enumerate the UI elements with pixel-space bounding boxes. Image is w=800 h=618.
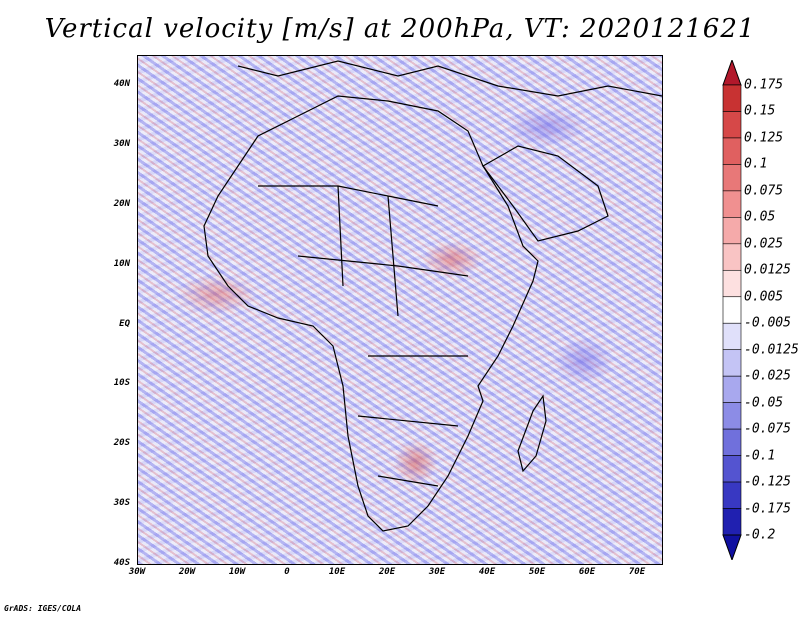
colorbar-tick-label: 0.1 <box>744 156 768 172</box>
colorbar-swatch <box>722 84 742 112</box>
colorbar-swatch <box>722 322 742 351</box>
page-title: Vertical velocity [m/s] at 200hPa, VT: 2… <box>44 14 756 44</box>
colorbar-swatch <box>722 296 742 324</box>
colorbar-tick-label: 0.15 <box>744 103 776 119</box>
colorbar-swatch <box>722 375 742 403</box>
colorbar-tick-label: 0.005 <box>744 289 784 305</box>
footer-credit: GrADS: IGES/COLA <box>4 604 82 613</box>
colorbar-bottom-arrow <box>722 534 742 560</box>
colorbar-tick-label: -0.2 <box>744 527 776 543</box>
map-plot-area <box>137 55 663 565</box>
colorbar-tick-label: 0.075 <box>744 183 784 199</box>
colorbar-tick-label: 0.025 <box>744 236 784 252</box>
lat-label: 40S <box>113 558 130 568</box>
colorbar-tick-label: -0.175 <box>744 501 791 517</box>
lon-label: 30E <box>428 567 446 577</box>
lon-label: 70E <box>628 567 646 577</box>
lon-label: 10E <box>328 567 346 577</box>
colorbar-swatch <box>722 402 742 430</box>
colorbar-swatch <box>722 217 742 245</box>
lat-label: 30S <box>113 498 130 508</box>
colorbar-swatch <box>722 508 742 536</box>
lat-label: 20S <box>113 438 130 448</box>
lon-label: 60E <box>578 567 596 577</box>
colorbar-tick-label: -0.0125 <box>744 342 799 358</box>
colorbar-swatch <box>722 455 742 483</box>
colorbar-tick-label: -0.05 <box>744 395 784 411</box>
lon-label: 50E <box>528 567 546 577</box>
lat-label: EQ <box>119 319 130 329</box>
colorbar-swatch <box>722 481 742 509</box>
lat-label: 20N <box>113 199 130 209</box>
colorbar-tick-label: -0.025 <box>744 368 791 384</box>
colorbar-tick-label: -0.075 <box>744 421 791 437</box>
colorbar-swatch <box>722 428 742 456</box>
colorbar-swatch <box>722 349 742 377</box>
lat-label: 40N <box>113 79 130 89</box>
coastline-outline <box>203 60 662 532</box>
colorbar-tick-label: -0.005 <box>744 315 791 331</box>
lon-label: 40E <box>478 567 496 577</box>
lon-label: 20E <box>378 567 396 577</box>
colorbar-top-arrow <box>722 60 742 86</box>
lat-label: 30N <box>113 139 130 149</box>
lon-label: 30W <box>128 567 146 577</box>
lon-label: 0 <box>284 567 290 577</box>
colorbar-swatch <box>722 137 742 165</box>
colorbar-tick-label: -0.1 <box>744 448 776 464</box>
colorbar-tick-label: 0.125 <box>744 130 784 146</box>
lat-label: 10S <box>113 378 130 388</box>
colorbar-swatch <box>722 243 742 271</box>
colorbar-swatch <box>722 164 742 192</box>
colorbar-tick-label: 0.0125 <box>744 262 791 278</box>
lon-label: 10W <box>228 567 246 577</box>
lon-label: 20W <box>178 567 196 577</box>
colorbar <box>722 60 742 560</box>
colorbar-swatch <box>722 111 742 139</box>
colorbar-tick-label: -0.125 <box>744 474 791 490</box>
lat-label: 10N <box>113 259 130 269</box>
colorbar-tick-label: 0.175 <box>744 77 784 93</box>
colorbar-tick-label: 0.05 <box>744 209 776 225</box>
colorbar-swatch <box>722 269 742 298</box>
colorbar-swatch <box>722 190 742 218</box>
